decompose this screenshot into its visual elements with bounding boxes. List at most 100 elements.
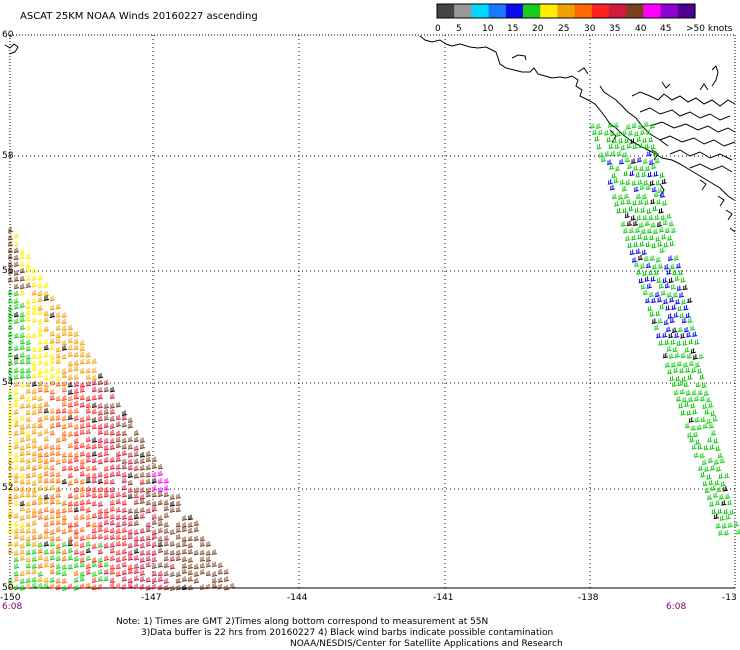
legend-label-20: 20 xyxy=(532,24,544,34)
wind-barb xyxy=(151,456,158,463)
wind-barb xyxy=(67,555,74,561)
wind-barb xyxy=(662,219,669,226)
wind-barb xyxy=(7,338,14,345)
wind-barb xyxy=(25,381,32,388)
wind-barb xyxy=(696,424,703,431)
wind-barb xyxy=(79,575,86,582)
wind-barb xyxy=(7,403,14,409)
wind-barb xyxy=(115,563,122,570)
wind-barb xyxy=(648,136,654,143)
wind-barb xyxy=(61,372,68,379)
wind-barb xyxy=(73,438,80,444)
wind-barb xyxy=(43,360,50,367)
wind-barb xyxy=(127,444,134,450)
wind-barb xyxy=(223,569,230,575)
wind-barb xyxy=(145,541,152,547)
wind-barb xyxy=(97,562,104,568)
wind-barb xyxy=(19,382,26,388)
wind-barb xyxy=(121,421,128,428)
wind-barb xyxy=(97,393,104,400)
wind-barb xyxy=(109,577,116,584)
wind-barb xyxy=(681,317,687,324)
wind-barb xyxy=(641,228,647,235)
wind-barb xyxy=(85,367,92,374)
wind-barb xyxy=(85,396,92,402)
wind-barb xyxy=(187,527,194,534)
wind-barb xyxy=(85,569,92,575)
wind-barb xyxy=(193,577,200,584)
wind-barb xyxy=(19,302,26,309)
wind-barb xyxy=(37,402,44,409)
wind-barb xyxy=(646,208,652,214)
wind-barb xyxy=(649,180,655,186)
legend-label-10: 10 xyxy=(482,24,494,34)
wind-barb xyxy=(691,367,697,373)
wind-barb xyxy=(31,394,38,401)
wind-barb xyxy=(79,429,86,435)
wind-barb xyxy=(673,312,679,318)
wind-barb xyxy=(163,555,170,562)
wind-barb xyxy=(115,430,122,437)
wind-barb xyxy=(109,393,116,400)
wind-barb xyxy=(199,541,206,547)
wind-barb xyxy=(73,381,80,387)
wind-barb xyxy=(133,583,140,590)
wind-barb xyxy=(620,145,626,151)
wind-barb xyxy=(706,474,712,480)
wind-barb xyxy=(683,327,690,333)
wind-barb xyxy=(157,470,164,477)
wind-barb xyxy=(680,410,686,416)
wind-barb xyxy=(680,333,686,339)
wind-barb xyxy=(97,513,104,520)
wind-barb xyxy=(618,138,624,144)
time-right: 6:08 xyxy=(666,602,686,612)
wind-barb xyxy=(19,515,26,521)
wind-barb xyxy=(169,555,176,562)
legend-swatch xyxy=(660,4,679,18)
wind-barb xyxy=(25,339,32,346)
wind-barb xyxy=(55,347,62,353)
wind-barb xyxy=(31,487,38,493)
wind-barb xyxy=(645,165,651,172)
wind-barb xyxy=(121,507,128,513)
wind-barb xyxy=(699,452,705,459)
wind-barb xyxy=(97,487,104,493)
wind-barb xyxy=(31,282,38,288)
wind-barb xyxy=(175,555,182,562)
wind-barb xyxy=(43,562,50,568)
wind-barb xyxy=(85,541,92,547)
wind-barb xyxy=(133,563,140,569)
wind-barb xyxy=(97,451,104,458)
wind-barb xyxy=(665,305,671,311)
wind-barb xyxy=(13,533,20,540)
x-tick-neg147: -147 xyxy=(141,593,161,603)
wind-barb xyxy=(653,324,660,331)
wind-barb xyxy=(724,493,731,500)
wind-barb xyxy=(666,346,672,352)
wind-barb xyxy=(43,443,50,450)
wind-barb xyxy=(139,542,146,549)
wind-barb xyxy=(181,576,188,582)
wind-barb xyxy=(67,381,74,388)
wind-barb xyxy=(7,227,14,233)
wind-barb xyxy=(701,382,707,389)
wind-barb xyxy=(127,520,134,527)
wind-barb xyxy=(43,428,50,435)
wind-barb xyxy=(633,186,639,192)
wind-barb xyxy=(139,452,146,458)
wind-barb xyxy=(67,522,74,528)
wind-barb xyxy=(43,436,50,442)
wind-barb xyxy=(651,297,657,304)
wind-barb xyxy=(127,508,134,514)
wind-barb xyxy=(703,390,710,396)
wind-barb xyxy=(109,569,116,575)
wind-barb xyxy=(85,381,92,387)
wind-barb xyxy=(610,150,616,157)
wind-barb xyxy=(151,505,158,512)
wind-barb xyxy=(704,466,710,472)
wind-barb xyxy=(25,507,32,514)
wind-barb xyxy=(31,388,38,395)
wind-barb xyxy=(25,472,32,479)
wind-barb xyxy=(628,130,634,136)
wind-barb xyxy=(708,402,714,408)
